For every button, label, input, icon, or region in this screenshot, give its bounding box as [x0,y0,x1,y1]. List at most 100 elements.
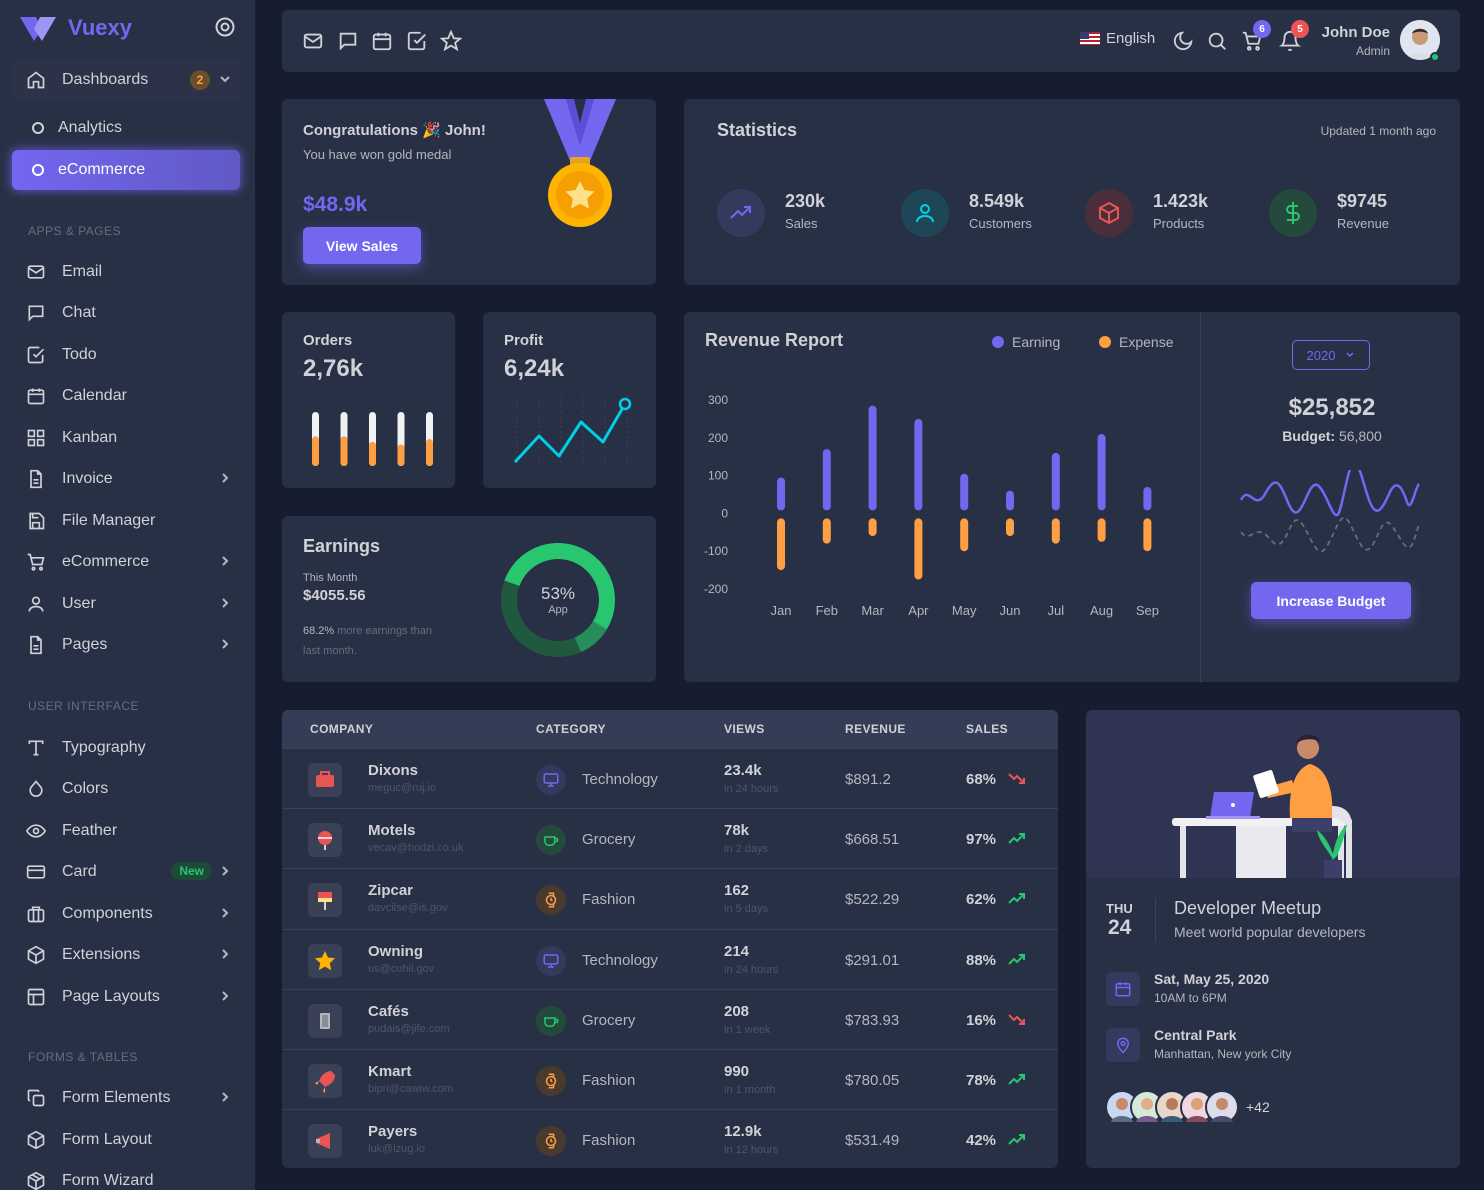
sidebar-item-page-layouts[interactable]: Page Layouts [12,977,240,1017]
sidebar-item-chat[interactable]: Chat [12,293,240,333]
bell-icon[interactable] [1279,30,1301,52]
watch-icon [545,1073,557,1089]
more-attendees-count[interactable]: +42 [1246,1099,1270,1115]
table-row[interactable]: Zipcar davcilse@is.gov Fashion 162 in 5 days… [282,868,1058,928]
category-icon-wrap [536,1005,566,1036]
sidebar-item-file-manager[interactable]: File Manager [12,501,240,541]
moon-icon[interactable] [1172,30,1194,52]
congratulations-card: Congratulations 🎉 John! You have won gol… [282,99,656,285]
table-row[interactable]: Owning us@cuhil.gov Technology 214 in 24 hou… [282,928,1058,989]
bar-expense [1143,518,1152,552]
sidebar-item-analytics[interactable]: Analytics [12,108,240,148]
chat-icon[interactable] [337,30,359,52]
donut-segment-other [501,543,615,657]
legend-earning-swatch [992,336,1004,348]
x-tick-label: Jun [1000,603,1021,618]
table-row[interactable]: Dixons meguc@ruj.io Technology 23.4k in 24 h… [282,748,1058,808]
company-logo-image [318,831,332,851]
box-icon [27,1130,45,1150]
products-value: 1.423k [1153,191,1209,211]
sidebar-item-dashboards[interactable]: Dashboards 2 [12,60,240,100]
orders-title: Orders [303,332,353,349]
sidebar-item-typography[interactable]: Typography [12,728,240,768]
chevron-right-icon [222,473,229,483]
y-tick-label: -200 [704,582,728,596]
views-period: in 1 week [724,1023,771,1036]
chevron-right-icon [222,908,229,918]
attendee-avatar[interactable] [1205,1090,1239,1124]
sidebar-item-components[interactable]: Components [12,894,240,934]
briefcase-icon [27,906,45,923]
sidebar-item-invoice[interactable]: Invoice [12,459,240,499]
orders-bar [397,444,405,466]
attendee-avatar-image [1161,1098,1183,1122]
check-square-icon[interactable] [406,30,428,52]
views-period: in 2 days [724,843,769,856]
table-row[interactable]: Motels vecav@hodzi.co.uk Grocery 78k in 2 da… [282,808,1058,868]
legend-earning-label: Earning [1012,334,1061,350]
sidebar-item-label: Form Elements [62,1089,171,1106]
star-icon[interactable] [440,30,462,52]
year-dropdown[interactable]: 2020 [1292,340,1370,370]
table-row[interactable]: Kmart bipri@cawiw.com Fashion 990 in 1 month… [282,1049,1058,1109]
sales-percent: 16% [966,1011,997,1029]
view-sales-button[interactable]: View Sales [303,227,421,264]
mail-icon[interactable] [302,30,324,52]
sidebar-item-kanban[interactable]: Kanban [12,418,240,458]
monitor-icon [543,773,559,787]
map-pin-icon [1116,1037,1130,1054]
language-dropdown[interactable]: English [1080,30,1155,47]
section-header-forms: FORMS & TABLES [28,1050,138,1064]
company-name: Dixons [368,762,419,779]
chevron-right-icon [222,639,229,649]
sidebar-item-colors[interactable]: Colors [12,769,240,809]
sidebar-item-label: eCommerce [62,553,150,570]
trending-up-icon [1008,953,1025,965]
earnings-title: Earnings [303,536,381,556]
category-icon-wrap [536,825,566,856]
sidebar-item-calendar[interactable]: Calendar [12,376,240,416]
column-header-revenue: REVENUE [845,722,906,736]
revenue-divider [1200,312,1201,682]
category-icon-wrap [536,1126,566,1157]
table-row[interactable]: Payers luk@izug.io Fashion 12.9k in 12 hours… [282,1109,1058,1168]
profit-title: Profit [504,332,544,349]
user-role: Admin [1355,44,1390,58]
circle-icon [32,122,44,134]
sidebar-item-form-wizard[interactable]: Form Wizard [12,1161,240,1190]
cart-count-badge: 6 [1253,20,1271,38]
revenue-amount: $783.93 [845,1011,900,1029]
orders-card: Orders 2,76k [282,312,455,488]
increase-budget-button[interactable]: Increase Budget [1251,582,1411,619]
home-icon [27,71,45,89]
search-icon[interactable] [1206,30,1228,52]
collapse-toggle-icon[interactable] [214,16,236,38]
trending-down-icon [1008,1014,1025,1025]
calendar-icon[interactable] [371,30,393,52]
meetup-when: Sat, May 25, 2020 [1154,971,1270,987]
category-icon-wrap [536,765,566,795]
sidebar-item-ecommerce[interactable]: eCommerce [12,542,240,582]
sidebar-item-label: Todo [62,346,97,363]
sidebar-item-user[interactable]: User [12,584,240,624]
watch-icon [545,1133,557,1149]
table-row[interactable]: Cafés pudais@jife.com Grocery 208 in 1 week $… [282,988,1058,1049]
sidebar-item-form-layout[interactable]: Form Layout [12,1120,240,1160]
sidebar-item-card[interactable]: Card New [12,852,240,892]
earnings-donut-chart [501,543,615,657]
sidebar-item-extensions[interactable]: Extensions [12,935,240,975]
user-name[interactable]: John Doe [1321,24,1390,41]
brand[interactable]: Vuexy [20,12,132,44]
droplet-icon [29,780,43,797]
profit-value: 6,24k [504,355,565,382]
sidebar-item-feather[interactable]: Feather [12,811,240,851]
sidebar-item-form-elements[interactable]: Form Elements [12,1078,240,1118]
sidebar-item-todo[interactable]: Todo [12,335,240,375]
chevron-right-icon [222,991,229,1001]
revenue-bar-chart: 300 200 100 0 -100 -200 Jan Feb Mar Apr May Jun Jul A… [704,393,1159,618]
sidebar-item-email[interactable]: Email [12,252,240,292]
sidebar-item-label: Feather [62,822,118,839]
sidebar-item-pages[interactable]: Pages [12,625,240,665]
company-email: luk@izug.io [368,1143,426,1156]
sidebar-item-ecommerce-dashboard[interactable]: eCommerce [12,150,240,190]
